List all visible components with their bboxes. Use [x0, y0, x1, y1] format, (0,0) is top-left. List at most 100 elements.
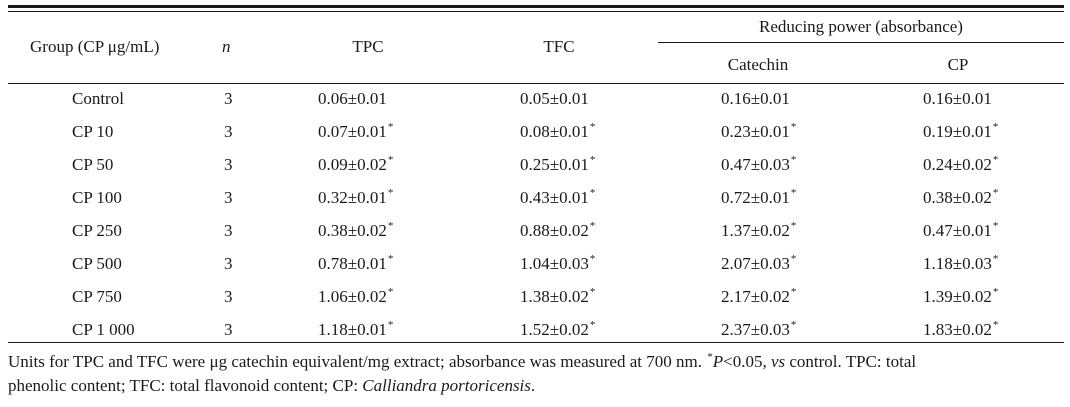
cell-tfc-value: 0.88±0.02 [520, 221, 589, 240]
cell-tfc: 0.25±0.01* [520, 154, 596, 177]
significance-marker: * [790, 220, 797, 232]
cell-catechin-value: 1.37±0.02 [721, 221, 790, 240]
cell-n: 3 [224, 221, 233, 241]
cell-cp: 1.18±0.03* [923, 253, 999, 276]
cell-tpc-value: 0.07±0.01 [318, 122, 387, 141]
cell-group: CP 100 [72, 188, 122, 208]
cell-group: Control [72, 89, 124, 109]
cell-catechin-value: 2.37±0.03 [721, 320, 790, 339]
cell-tfc: 1.04±0.03* [520, 253, 595, 276]
cell-cp-value: 0.16±0.01 [923, 89, 992, 108]
cell-group: CP 50 [72, 155, 113, 175]
cell-group: CP 250 [72, 221, 122, 241]
cell-n-value: 3 [224, 287, 233, 306]
footnote-line-1: Units for TPC and TFC were μg catechin e… [8, 350, 1064, 376]
header-n: n [222, 37, 231, 56]
significance-marker: * [589, 286, 596, 298]
cell-group: CP 750 [72, 287, 122, 307]
significance-marker: * [992, 187, 999, 199]
cell-cp: 1.83±0.02* [923, 319, 999, 342]
cell-tpc: 1.18±0.01* [318, 319, 393, 342]
significance-marker: * [992, 286, 999, 298]
reducing-power-underline [658, 42, 1064, 43]
footnote-threshold: <0.05, [723, 352, 771, 371]
significance-marker: * [589, 154, 596, 166]
cell-tfc-value: 1.52±0.02 [520, 320, 589, 339]
cell-catechin: 2.37±0.03* [721, 319, 797, 342]
cell-group-value: CP 250 [72, 221, 122, 240]
significance-marker: * [992, 220, 999, 232]
significance-marker: * [790, 187, 797, 199]
significance-marker: * [992, 319, 999, 331]
significance-marker: * [387, 154, 394, 166]
significance-marker: * [790, 121, 797, 133]
cell-n-value: 3 [224, 320, 233, 339]
significance-marker: * [589, 187, 596, 199]
cell-group-value: CP 1 000 [72, 320, 135, 339]
footnote-vs: vs [770, 352, 786, 371]
cell-tpc: 0.38±0.02* [318, 220, 394, 243]
header-reducing-power: Reducing power (absorbance) [759, 17, 963, 36]
cell-group: CP 10 [72, 122, 113, 142]
significance-marker: * [992, 154, 999, 166]
cell-catechin-value: 2.17±0.02 [721, 287, 790, 306]
cell-cp-value: 1.18±0.03 [923, 254, 992, 273]
footnote-units: Units for TPC and TFC were μg catechin e… [8, 352, 707, 371]
footnote-line-2: phenolic content; TFC: total flavonoid c… [8, 374, 1064, 397]
significance-marker: * [589, 220, 596, 232]
cell-n: 3 [224, 254, 233, 274]
significance-marker: * [387, 286, 394, 298]
cell-tpc-value: 0.09±0.02 [318, 155, 387, 174]
cell-cp: 0.19±0.01* [923, 121, 998, 144]
cell-tpc-value: 0.38±0.02 [318, 221, 387, 240]
significance-marker: * [387, 187, 394, 199]
cell-tpc-value: 1.06±0.02 [318, 287, 387, 306]
footnote-species: Calliandra portoricensis [362, 376, 531, 395]
header-group: Group (CP μg/mL) [30, 37, 160, 56]
cell-tpc-value: 0.78±0.01 [318, 254, 387, 273]
cell-n: 3 [224, 89, 233, 109]
cell-n-value: 3 [224, 254, 233, 273]
header-catechin: Catechin [727, 55, 789, 74]
significance-marker: * [790, 319, 797, 331]
cell-tpc: 0.09±0.02* [318, 154, 394, 177]
cell-tfc: 0.05±0.01 [520, 89, 590, 111]
cell-cp-value: 1.83±0.02 [923, 320, 992, 339]
cell-cp: 0.38±0.02* [923, 187, 999, 210]
cell-tpc: 0.32±0.01* [318, 187, 394, 210]
cell-catechin: 2.07±0.03* [721, 253, 797, 276]
cell-group-value: CP 50 [72, 155, 114, 174]
cell-catechin: 0.16±0.01 [721, 89, 791, 111]
cell-group: CP 1 000 [72, 320, 135, 340]
cell-tfc-value: 0.08±0.01 [520, 122, 589, 141]
cell-group-value: CP 750 [72, 287, 122, 306]
cell-tpc-value: 1.18±0.01 [318, 320, 387, 339]
cell-catechin-value: 0.16±0.01 [721, 89, 790, 108]
significance-marker: * [387, 220, 394, 232]
header-rule [8, 83, 1064, 84]
cell-tfc: 1.52±0.02* [520, 319, 595, 342]
significance-marker: * [992, 253, 999, 265]
cell-catechin-value: 0.47±0.03 [721, 155, 790, 174]
cell-cp-value: 0.24±0.02 [923, 155, 992, 174]
cell-tfc: 0.43±0.01* [520, 187, 596, 210]
cell-n-value: 3 [224, 89, 233, 108]
cell-catechin: 1.37±0.02* [721, 220, 797, 243]
cell-n-value: 3 [224, 188, 233, 207]
cell-tfc-value: 0.25±0.01 [520, 155, 589, 174]
top-rule-thick [8, 5, 1064, 8]
cell-group-value: CP 10 [72, 122, 114, 141]
cell-tfc-value: 0.05±0.01 [520, 89, 589, 108]
significance-marker: * [387, 253, 394, 265]
cell-catechin-value: 0.72±0.01 [721, 188, 790, 207]
header-tfc: TFC [543, 37, 575, 56]
cell-cp: 0.16±0.01 [923, 89, 993, 111]
significance-marker: * [790, 286, 797, 298]
bottom-rule [8, 342, 1064, 343]
cell-tpc-value: 0.06±0.01 [318, 89, 387, 108]
cell-tpc: 0.06±0.01 [318, 89, 388, 111]
significance-marker: * [790, 253, 797, 265]
cell-n: 3 [224, 287, 233, 307]
cell-tpc: 0.07±0.01* [318, 121, 393, 144]
data-table: Group (CP μg/mL) n TPC TFC Reducing powe… [8, 0, 1064, 407]
